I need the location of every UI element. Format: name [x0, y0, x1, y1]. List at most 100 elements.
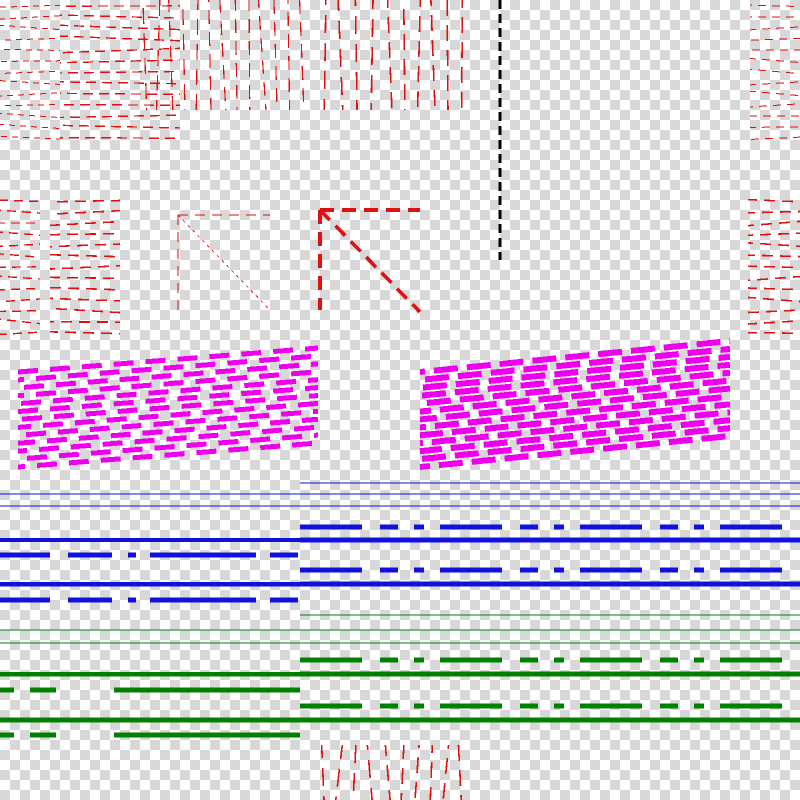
red-hatch-line — [208, 0, 212, 111]
red-hatch-line — [49, 264, 121, 270]
red-hatch-line — [749, 103, 800, 108]
red-hatch-line — [337, 0, 344, 111]
red-hatch-line — [49, 199, 121, 203]
red-hatch-line — [0, 209, 41, 214]
red-hatch-line — [234, 0, 238, 111]
magenta-dash-line — [419, 345, 731, 383]
red-hatch-line — [370, 0, 374, 111]
red-hatch-line — [416, 0, 422, 111]
red-hatch-line — [747, 287, 800, 291]
red-hatch-line — [0, 253, 41, 258]
red-hatch-line — [59, 92, 181, 96]
red-hatch-line — [747, 319, 800, 325]
magenta-dash-line — [419, 377, 731, 415]
red-hatch-line — [49, 297, 121, 302]
magenta-dash-line — [17, 353, 319, 383]
red-hatch-line — [182, 0, 186, 111]
red-hatch-line — [0, 80, 61, 85]
magenta-dash-line — [419, 353, 731, 391]
red-hatch-line — [195, 0, 199, 111]
red-hatch-line — [0, 135, 61, 140]
red-hatch-line — [442, 744, 450, 800]
magenta-dash-line — [17, 369, 319, 399]
red-hatch-line — [49, 209, 121, 216]
red-hatch-line — [402, 0, 406, 111]
magenta-dash-line — [419, 369, 731, 407]
red-hatch-line — [414, 744, 420, 800]
red-hatch-line — [59, 47, 181, 54]
red-hatch-line — [168, 0, 174, 111]
red-hatch-line — [257, 0, 267, 111]
red-hatch-line — [749, 90, 800, 97]
red-hatch-line — [749, 57, 800, 64]
red-hatch-line — [49, 307, 121, 314]
red-hatch-line — [747, 232, 800, 236]
red-hatch-line — [429, 744, 434, 800]
red-hatch-line — [749, 26, 800, 31]
red-hatch-line — [749, 37, 800, 41]
red-hatch-line — [287, 0, 291, 111]
red-hatch-line — [747, 331, 800, 335]
red-hatch-line — [384, 744, 391, 800]
magenta-dash-line — [17, 424, 319, 454]
red-hatch-line — [0, 37, 61, 41]
red-hatch-line — [0, 104, 61, 107]
red-hatch-line — [747, 309, 800, 314]
red-hatch-line — [0, 92, 61, 97]
red-hatch-line — [747, 254, 800, 258]
magenta-dash-line — [17, 400, 319, 430]
red-hatch-line — [248, 0, 251, 111]
red-hatch-line — [749, 68, 800, 75]
red-hatch-line — [155, 0, 161, 111]
magenta-dash-line — [17, 377, 319, 407]
red-hatch-line — [0, 243, 41, 248]
red-hatch-line — [142, 0, 148, 111]
red-hatch-line — [59, 35, 181, 42]
magenta-dash-line — [17, 432, 319, 462]
red-hatch-line — [0, 309, 41, 313]
red-hatch-line — [59, 70, 181, 74]
red-hatch-line — [749, 136, 800, 140]
magenta-dash-line — [17, 393, 319, 422]
red-hatch-line — [747, 296, 800, 303]
magenta-dash-line — [419, 401, 731, 439]
red-hatch-line — [354, 0, 358, 111]
red-hatch-line — [273, 0, 278, 111]
red-hatch-line — [747, 265, 800, 269]
magenta-dash-line — [419, 433, 731, 470]
red-hatch-line — [0, 60, 61, 62]
red-hatch-line — [59, 124, 181, 129]
red-hatch-line — [749, 4, 800, 8]
red-hatch-line — [49, 276, 121, 280]
red-hatch-line — [323, 0, 327, 111]
magenta-dash-line — [419, 338, 731, 375]
red-hatch-line — [747, 275, 800, 282]
red-hatch-line — [298, 0, 305, 111]
red-hatch-line — [0, 287, 41, 291]
red-hatch-line — [59, 14, 181, 19]
magenta-dash-line — [17, 361, 319, 391]
red-hatch-line — [0, 199, 41, 203]
red-hatch-line — [0, 318, 41, 325]
red-hatch-line — [0, 112, 61, 119]
magenta-dash-line — [419, 409, 731, 447]
red-hatch-line — [0, 331, 41, 336]
red-hatch-line — [352, 744, 357, 800]
red-hatch-line — [0, 123, 61, 130]
red-hatch-line — [747, 198, 800, 203]
magenta-dash-line — [17, 345, 319, 375]
red-hatch-line — [400, 744, 405, 800]
red-hatch-line — [0, 298, 41, 303]
red-hatch-line — [366, 744, 373, 800]
red-hatch-line — [747, 220, 800, 227]
magenta-dash-line — [419, 425, 731, 463]
red-hatch-line — [49, 331, 121, 335]
red-hatch-line — [49, 253, 121, 258]
magenta-dash-line — [419, 393, 731, 431]
red-hatch-line — [0, 275, 41, 280]
red-hatch-line — [460, 0, 464, 111]
red-hatch-line — [49, 232, 121, 236]
red-hatch-line — [430, 0, 436, 111]
red-hatch-line — [749, 81, 800, 86]
